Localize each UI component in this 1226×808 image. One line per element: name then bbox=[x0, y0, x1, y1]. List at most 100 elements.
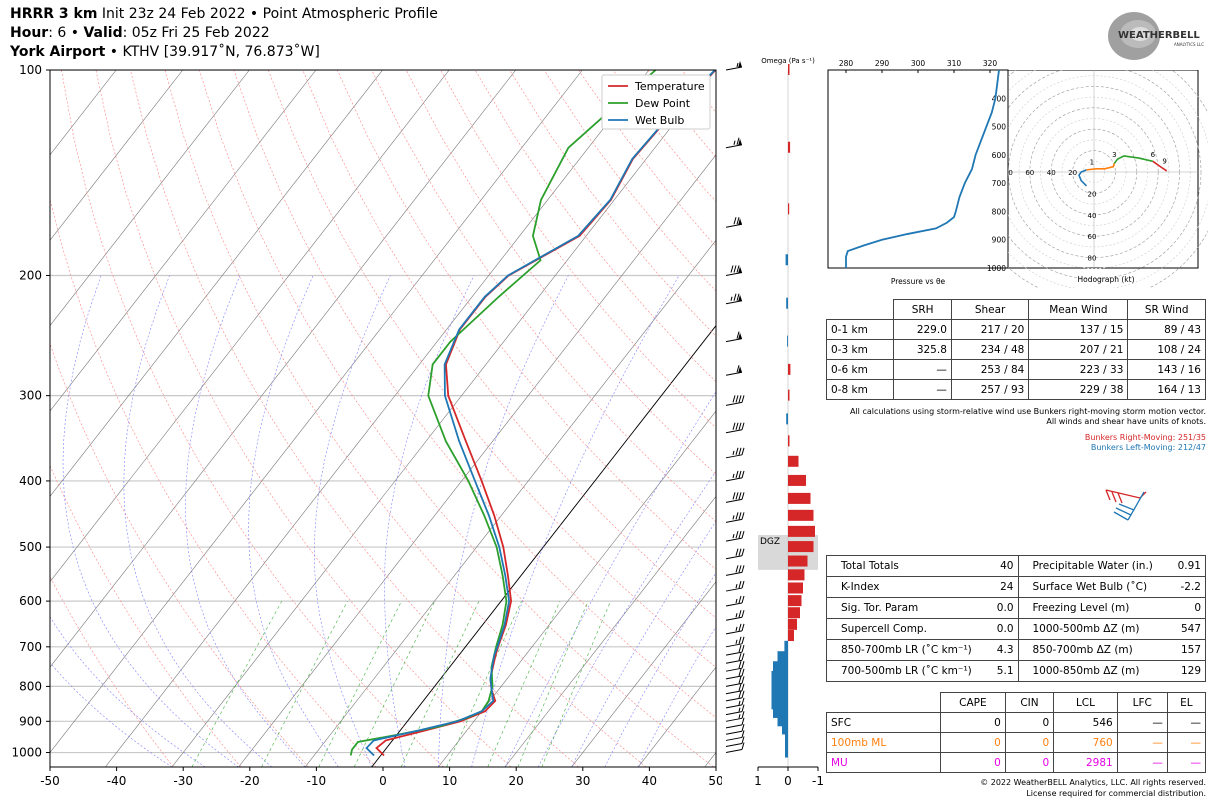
barb-feather bbox=[735, 548, 739, 556]
index-cell-v1: 24 bbox=[990, 576, 1019, 598]
omega-bar bbox=[788, 541, 814, 553]
srh-cell-srh: — bbox=[893, 379, 952, 400]
hodograph-trace bbox=[1086, 163, 1116, 171]
omega-bar bbox=[771, 680, 788, 692]
valid-value: : 05z Fri 25 Feb 2022 bbox=[122, 25, 270, 41]
wind-barb bbox=[725, 724, 745, 735]
srh-header: SRH bbox=[893, 299, 952, 320]
barb-flag bbox=[738, 366, 742, 374]
index-row: Total Totals 40 Precipitable Water (in.) 0.… bbox=[826, 555, 1207, 577]
barb-feather bbox=[741, 645, 745, 653]
barb-staff bbox=[725, 697, 743, 702]
barb-feather bbox=[738, 565, 742, 573]
indices-table: Total Totals 40 Precipitable Water (in.) 0.… bbox=[826, 555, 1207, 682]
series-wet-bulb bbox=[365, 70, 716, 757]
barb-staff bbox=[725, 724, 743, 729]
index-cell-l2: Surface Wet Bulb (˚C) bbox=[1017, 576, 1171, 598]
barb-half-feather bbox=[738, 700, 741, 705]
moist-adiabat bbox=[504, 391, 716, 767]
index-cell-v2: 0.91 bbox=[1170, 555, 1207, 577]
moist-adiabat bbox=[62, 275, 239, 767]
moist-adiabat bbox=[384, 275, 475, 767]
barb-feather bbox=[741, 580, 745, 589]
barb-feather bbox=[736, 331, 740, 339]
theta-e-x-tick-label: 280 bbox=[839, 59, 854, 68]
theta-e-y-tick-label: 1000 bbox=[987, 264, 1006, 273]
mixing-ratio-line bbox=[261, 600, 348, 767]
moist-adiabat bbox=[123, 275, 273, 767]
omega-bar bbox=[788, 525, 815, 537]
lcl-header: LCL bbox=[1053, 692, 1118, 713]
cape-cell-lcl: 546 bbox=[1053, 712, 1118, 733]
barb-feather bbox=[741, 512, 745, 520]
barb-flag bbox=[738, 138, 742, 146]
omega-bar bbox=[788, 630, 794, 642]
isotherm bbox=[371, 325, 716, 767]
barb-staff bbox=[725, 682, 743, 687]
barb-feather bbox=[741, 661, 745, 669]
omega-bar bbox=[784, 640, 788, 652]
license: License required for commercial distribu… bbox=[1026, 789, 1206, 798]
barb-staff bbox=[725, 643, 743, 648]
omega-bar bbox=[785, 731, 788, 743]
isotherm bbox=[238, 154, 716, 767]
isotherm bbox=[50, 70, 583, 754]
barb-staff bbox=[725, 571, 743, 576]
barb-half-feather bbox=[732, 450, 735, 455]
series-dew-point bbox=[349, 70, 657, 756]
legend: Temperature Dew Point Wet Bulb bbox=[601, 74, 711, 130]
barb-half-feather bbox=[732, 533, 735, 539]
omega-bar bbox=[771, 698, 788, 710]
barb-staff bbox=[725, 616, 743, 621]
logo-subtext: ANALYTICS LLC bbox=[1174, 42, 1204, 47]
wind-barb bbox=[725, 548, 745, 560]
barb-feather bbox=[735, 395, 739, 403]
barb-staff bbox=[725, 667, 743, 672]
dry-adiabat bbox=[474, 70, 716, 383]
moist-adiabat bbox=[571, 520, 716, 767]
barb-half-feather bbox=[736, 62, 739, 68]
index-cell-v1: 4.3 bbox=[990, 639, 1019, 661]
barb-feather bbox=[738, 668, 742, 677]
srh-cell-shear: 217 / 20 bbox=[950, 319, 1030, 340]
x-tick-label: 50 bbox=[708, 774, 722, 788]
barb-feather bbox=[733, 265, 737, 273]
title-line-2: Hour: 6 • Valid: 05z Fri 25 Feb 2022 bbox=[10, 24, 270, 43]
srh-row: 0-8 km —257 / 93 229 / 38 164 / 13 bbox=[825, 379, 1206, 400]
wind-barb bbox=[725, 623, 745, 635]
barb-staff bbox=[725, 477, 743, 482]
valid-label: Valid bbox=[83, 25, 123, 41]
theta-e-y-tick-label: 800 bbox=[992, 207, 1007, 216]
barb-feather bbox=[738, 580, 742, 589]
dry-adiabat bbox=[95, 70, 512, 767]
legend-label: Dew Point bbox=[635, 97, 691, 110]
barb-feather bbox=[738, 623, 742, 631]
omega-chart: Omega (Pa s⁻¹) DGZ 1 0 -1 bbox=[754, 57, 824, 788]
barb-half-feather bbox=[735, 598, 738, 604]
wind-barb bbox=[725, 704, 745, 716]
barb-feather bbox=[735, 422, 739, 430]
dry-adiabat bbox=[233, 70, 716, 718]
dry-adiabat bbox=[164, 70, 647, 767]
omega-bar bbox=[786, 413, 788, 425]
barb-feather bbox=[738, 653, 742, 661]
omega-x-tick-label: -1 bbox=[812, 774, 824, 788]
omega-title: Omega (Pa s⁻¹) bbox=[761, 57, 815, 65]
barb-staff bbox=[725, 630, 743, 635]
mixing-ratio-line bbox=[191, 600, 283, 767]
wind-barb bbox=[725, 293, 743, 305]
moist-adiabat bbox=[637, 625, 716, 767]
x-tick-label: 20 bbox=[509, 774, 524, 788]
sr-wind-header: SR Wind bbox=[1127, 299, 1206, 320]
index-cell-v2: 547 bbox=[1170, 618, 1207, 640]
hodograph-trace bbox=[1152, 160, 1168, 172]
srh-cell-label: 0-1 km bbox=[825, 319, 895, 340]
cape-cell-el: — bbox=[1166, 732, 1207, 753]
theta-e-x-tick-label: 300 bbox=[911, 59, 926, 68]
isotherm bbox=[50, 70, 250, 327]
wind-barb bbox=[725, 717, 745, 729]
wind-barb bbox=[725, 492, 745, 503]
wind-barb bbox=[725, 512, 745, 523]
hodograph-height-label: 3 bbox=[1112, 151, 1116, 159]
